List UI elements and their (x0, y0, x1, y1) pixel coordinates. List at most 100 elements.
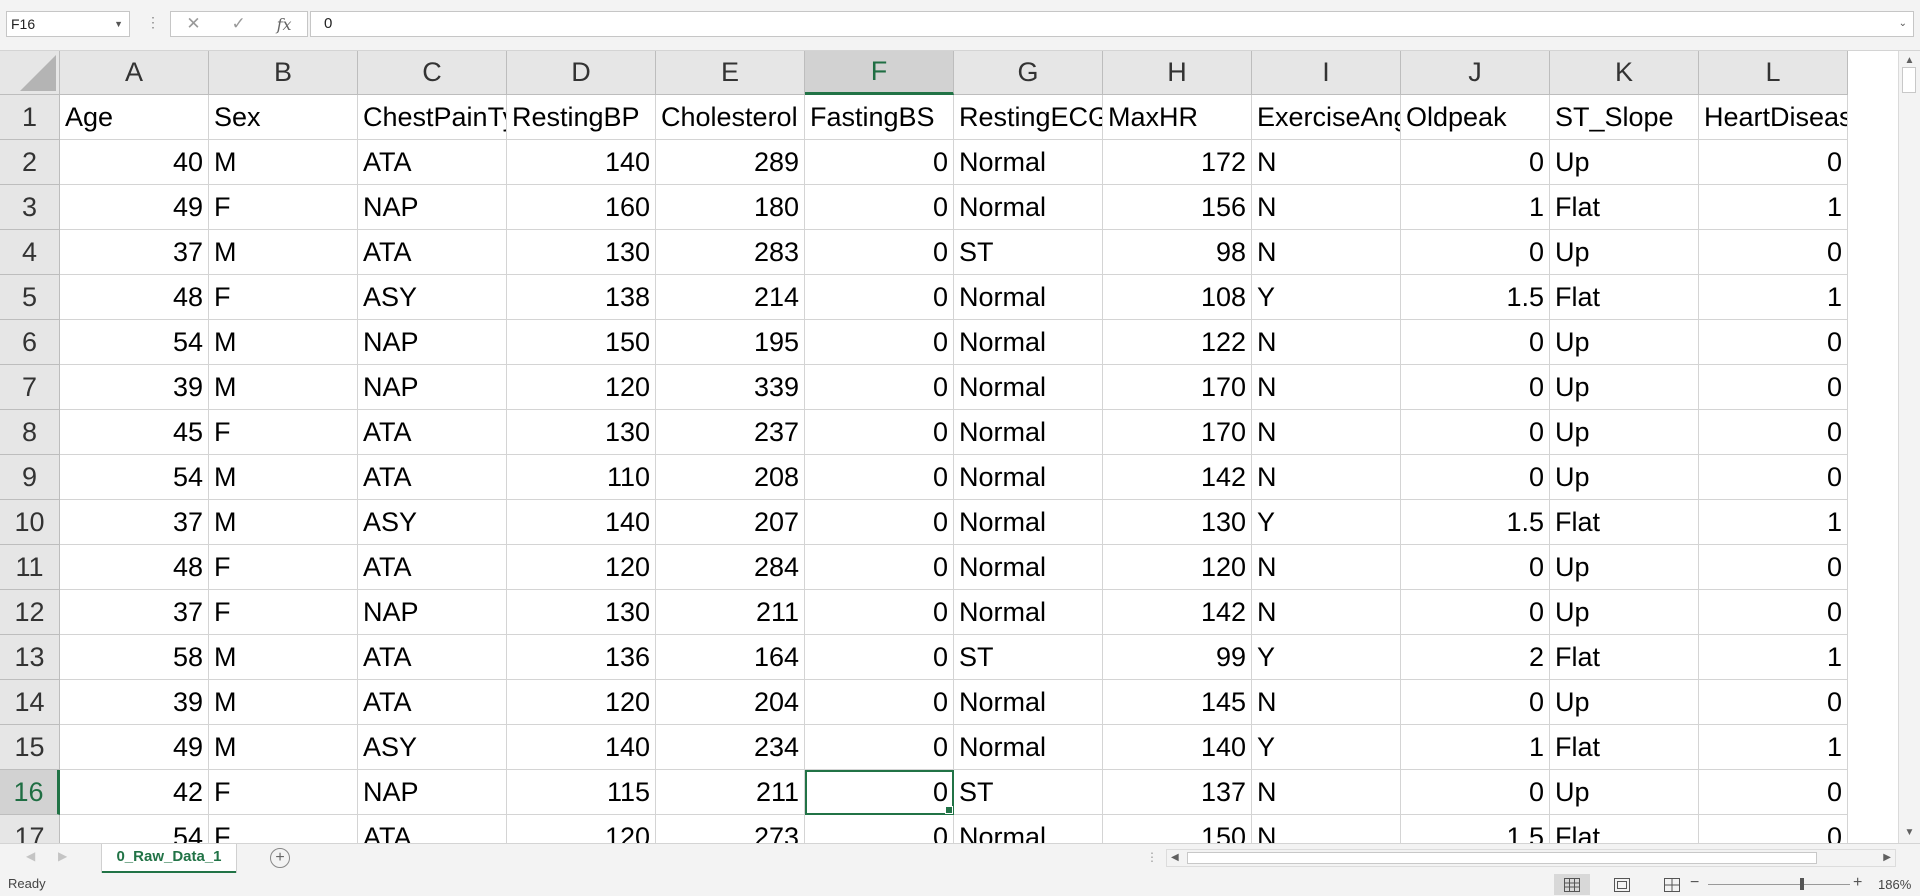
cell-e10[interactable]: 207 (656, 500, 805, 545)
row-header-17[interactable]: 17 (0, 815, 60, 843)
cell-j6[interactable]: 0 (1401, 320, 1550, 365)
cell-g4[interactable]: ST (954, 230, 1103, 275)
cell-b11[interactable]: F (209, 545, 358, 590)
cell-d2[interactable]: 140 (507, 140, 656, 185)
cell-k13[interactable]: Flat (1550, 635, 1699, 680)
cell-c6[interactable]: NAP (358, 320, 507, 365)
cell-d10[interactable]: 140 (507, 500, 656, 545)
scroll-right-icon[interactable]: ▶ (1883, 852, 1891, 863)
cell-b10[interactable]: M (209, 500, 358, 545)
row-header-10[interactable]: 10 (0, 500, 60, 545)
cell-j15[interactable]: 1 (1401, 725, 1550, 770)
cell-j1[interactable]: Oldpeak (1401, 95, 1550, 140)
cell-b8[interactable]: F (209, 410, 358, 455)
cell-h5[interactable]: 108 (1103, 275, 1252, 320)
cell-j5[interactable]: 1.5 (1401, 275, 1550, 320)
cell-a1[interactable]: Age (60, 95, 209, 140)
column-header-f[interactable]: F (805, 51, 954, 95)
cell-a2[interactable]: 40 (60, 140, 209, 185)
cell-c10[interactable]: ASY (358, 500, 507, 545)
cell-g14[interactable]: Normal (954, 680, 1103, 725)
cell-g1[interactable]: RestingECG (954, 95, 1103, 140)
cell-g7[interactable]: Normal (954, 365, 1103, 410)
row-header-8[interactable]: 8 (0, 410, 60, 455)
scroll-left-icon[interactable]: ◀ (1171, 852, 1179, 863)
cell-l15[interactable]: 1 (1699, 725, 1848, 770)
cell-e8[interactable]: 237 (656, 410, 805, 455)
cell-i5[interactable]: Y (1252, 275, 1401, 320)
cell-e16[interactable]: 211 (656, 770, 805, 815)
cell-a9[interactable]: 54 (60, 455, 209, 500)
cell-j17[interactable]: 1.5 (1401, 815, 1550, 843)
cell-c8[interactable]: ATA (358, 410, 507, 455)
cell-k12[interactable]: Up (1550, 590, 1699, 635)
row-header-6[interactable]: 6 (0, 320, 60, 365)
scroll-down-icon[interactable]: ▼ (1904, 827, 1915, 838)
horizontal-scroll-thumb[interactable] (1187, 852, 1817, 864)
cell-l17[interactable]: 0 (1699, 815, 1848, 843)
page-layout-icon[interactable] (1604, 874, 1640, 895)
cell-h7[interactable]: 170 (1103, 365, 1252, 410)
cell-a16[interactable]: 42 (60, 770, 209, 815)
cell-d1[interactable]: RestingBP (507, 95, 656, 140)
cell-f11[interactable]: 0 (805, 545, 954, 590)
zoom-level[interactable]: 186% (1878, 877, 1912, 892)
cell-g3[interactable]: Normal (954, 185, 1103, 230)
cell-d4[interactable]: 130 (507, 230, 656, 275)
cell-f1[interactable]: FastingBS (805, 95, 954, 140)
cell-e6[interactable]: 195 (656, 320, 805, 365)
cell-k7[interactable]: Up (1550, 365, 1699, 410)
add-sheet-button[interactable]: + (270, 848, 290, 868)
cell-b15[interactable]: M (209, 725, 358, 770)
cell-h14[interactable]: 145 (1103, 680, 1252, 725)
cell-c15[interactable]: ASY (358, 725, 507, 770)
cell-l9[interactable]: 0 (1699, 455, 1848, 500)
cell-c12[interactable]: NAP (358, 590, 507, 635)
cell-g8[interactable]: Normal (954, 410, 1103, 455)
cell-l11[interactable]: 0 (1699, 545, 1848, 590)
expand-formula-bar-icon[interactable]: ⌄ (1898, 18, 1907, 29)
zoom-slider-knob[interactable] (1800, 878, 1804, 890)
cell-d6[interactable]: 150 (507, 320, 656, 365)
cell-e2[interactable]: 289 (656, 140, 805, 185)
cell-f15[interactable]: 0 (805, 725, 954, 770)
cell-j10[interactable]: 1.5 (1401, 500, 1550, 545)
row-header-15[interactable]: 15 (0, 725, 60, 770)
cell-g10[interactable]: Normal (954, 500, 1103, 545)
cell-c2[interactable]: ATA (358, 140, 507, 185)
cell-k2[interactable]: Up (1550, 140, 1699, 185)
cell-j11[interactable]: 0 (1401, 545, 1550, 590)
cell-b4[interactable]: M (209, 230, 358, 275)
cell-e13[interactable]: 164 (656, 635, 805, 680)
cell-f6[interactable]: 0 (805, 320, 954, 365)
cell-l8[interactable]: 0 (1699, 410, 1848, 455)
cell-a8[interactable]: 45 (60, 410, 209, 455)
cell-c11[interactable]: ATA (358, 545, 507, 590)
cell-a12[interactable]: 37 (60, 590, 209, 635)
cell-j3[interactable]: 1 (1401, 185, 1550, 230)
cell-e7[interactable]: 339 (656, 365, 805, 410)
sheet-tab[interactable]: 0_Raw_Data_1 (102, 844, 236, 874)
name-box[interactable]: F16 ▼ (6, 11, 130, 37)
cell-f14[interactable]: 0 (805, 680, 954, 725)
cell-i2[interactable]: N (1252, 140, 1401, 185)
cell-d15[interactable]: 140 (507, 725, 656, 770)
column-header-b[interactable]: B (209, 51, 358, 95)
cell-k8[interactable]: Up (1550, 410, 1699, 455)
column-header-h[interactable]: H (1103, 51, 1252, 95)
cell-f4[interactable]: 0 (805, 230, 954, 275)
row-header-1[interactable]: 1 (0, 95, 60, 140)
cell-i15[interactable]: Y (1252, 725, 1401, 770)
cell-i9[interactable]: N (1252, 455, 1401, 500)
cell-l6[interactable]: 0 (1699, 320, 1848, 365)
cell-i3[interactable]: N (1252, 185, 1401, 230)
prev-sheet-icon[interactable]: ◀ (26, 849, 36, 863)
cell-j8[interactable]: 0 (1401, 410, 1550, 455)
cell-g16[interactable]: ST (954, 770, 1103, 815)
column-header-c[interactable]: C (358, 51, 507, 95)
cell-j14[interactable]: 0 (1401, 680, 1550, 725)
cell-g9[interactable]: Normal (954, 455, 1103, 500)
row-header-9[interactable]: 9 (0, 455, 60, 500)
cell-c5[interactable]: ASY (358, 275, 507, 320)
cell-f2[interactable]: 0 (805, 140, 954, 185)
